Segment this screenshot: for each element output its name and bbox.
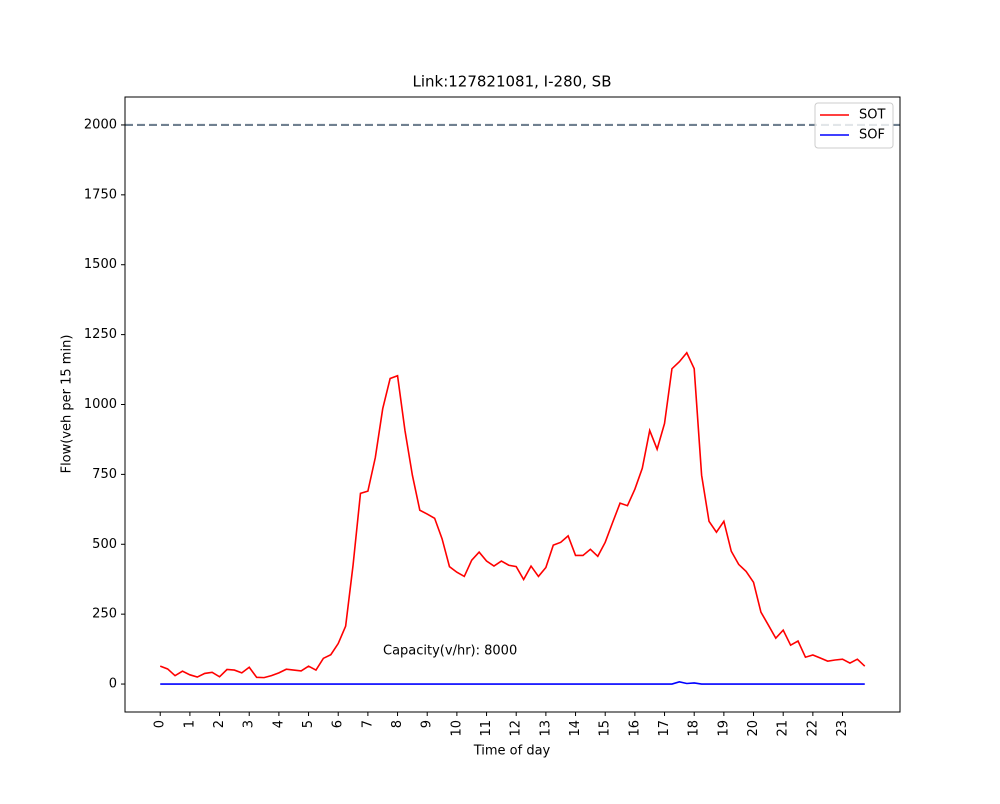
y-tick-label: 0 (109, 677, 117, 692)
x-tick-label: 3 (242, 720, 257, 728)
data-line (159, 351, 866, 679)
x-tick-label: 6 (331, 720, 346, 728)
x-tick-label: 13 (538, 720, 553, 737)
x-tick-label: 18 (687, 720, 702, 737)
y-tick-label: 1500 (84, 257, 117, 272)
plot-frame (124, 96, 901, 713)
x-tick-label: 16 (627, 720, 642, 737)
x-tick-label: 9 (420, 720, 435, 728)
chart-title: Link:127821081, I-280, SB (412, 73, 611, 91)
y-tick-label: 1000 (84, 397, 117, 412)
y-tick-label: 750 (92, 467, 117, 482)
x-tick-label: 15 (598, 720, 613, 737)
legend-label: SOF (859, 128, 885, 143)
x-tick-label: 4 (271, 720, 286, 728)
x-tick-label: 19 (716, 720, 731, 737)
x-tick-label: 0 (153, 720, 168, 728)
y-tick-label: 1250 (84, 327, 117, 342)
x-tick-label: 1 (182, 720, 197, 728)
x-tick-label: 12 (509, 720, 524, 737)
x-tick-label: 5 (301, 720, 316, 728)
y-tick-label: 1750 (84, 187, 117, 202)
x-tick-label: 2 (212, 720, 227, 728)
x-tick-label: 10 (449, 720, 464, 737)
y-axis-label: Flow(veh per 15 min) (60, 335, 75, 474)
y-tick-label: 250 (92, 607, 117, 622)
y-tick-label: 500 (92, 537, 117, 552)
data-line (160, 680, 865, 685)
x-tick-label: 22 (805, 720, 820, 737)
x-tick-label: 17 (657, 720, 672, 737)
x-tick-label: 20 (746, 720, 761, 737)
x-tick-label: 14 (568, 720, 583, 737)
x-tick-label: 8 (390, 720, 405, 728)
x-tick-label: 7 (360, 720, 375, 728)
y-tick-label: 2000 (84, 117, 117, 132)
x-tick-label: 11 (479, 720, 494, 737)
x-axis-label: Time of day (473, 744, 551, 759)
x-tick-label: 21 (776, 720, 791, 737)
legend-label: SOT (859, 108, 885, 123)
annotation: Capacity(v/hr): 8000 (383, 644, 517, 659)
x-tick-label: 23 (835, 720, 850, 737)
